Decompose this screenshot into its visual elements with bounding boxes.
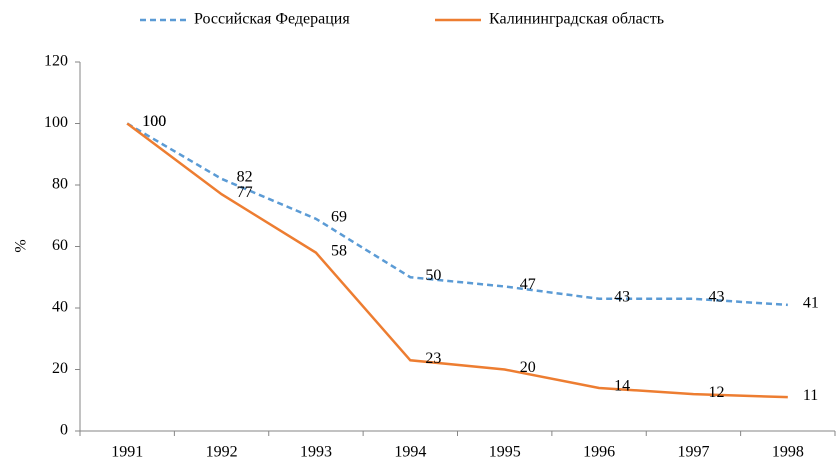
data-label: 50 — [425, 267, 441, 284]
data-label: 43 — [708, 288, 724, 305]
x-tick-label: 1998 — [772, 444, 804, 461]
x-tick-label: 1991 — [111, 444, 143, 461]
x-tick-label: 1996 — [583, 444, 615, 461]
y-tick-label: 20 — [52, 360, 68, 377]
series-line — [126, 122, 788, 307]
y-tick-label: 80 — [52, 176, 68, 193]
x-tick-label: 1997 — [677, 444, 709, 461]
data-label: 100 — [142, 113, 166, 130]
x-tick-label: 1994 — [394, 444, 426, 461]
data-label: 43 — [614, 288, 630, 305]
data-label: 47 — [520, 276, 536, 293]
data-label: 23 — [425, 350, 441, 367]
y-tick-label: 0 — [60, 422, 68, 439]
data-label: 11 — [803, 387, 818, 404]
legend-label: Калининградская область — [489, 11, 664, 28]
data-label: 100 — [142, 113, 166, 130]
data-label: 20 — [520, 359, 536, 376]
data-label: 12 — [708, 384, 724, 401]
data-label: 69 — [331, 208, 347, 225]
y-axis-label: % — [13, 239, 30, 252]
y-tick-label: 40 — [52, 299, 68, 316]
data-label: 41 — [803, 295, 819, 312]
x-tick-label: 1995 — [489, 444, 521, 461]
y-tick-label: 60 — [52, 237, 68, 254]
data-label: 82 — [237, 169, 253, 186]
x-tick-label: 1992 — [206, 444, 238, 461]
x-tick-label: 1993 — [300, 444, 332, 461]
data-label: 77 — [237, 184, 253, 201]
y-tick-label: 100 — [44, 114, 68, 131]
legend-label: Российская Федерация — [194, 11, 350, 28]
y-tick-label: 120 — [44, 53, 68, 70]
data-label: 58 — [331, 242, 347, 259]
data-label: 14 — [614, 378, 630, 395]
series-line — [126, 122, 788, 399]
